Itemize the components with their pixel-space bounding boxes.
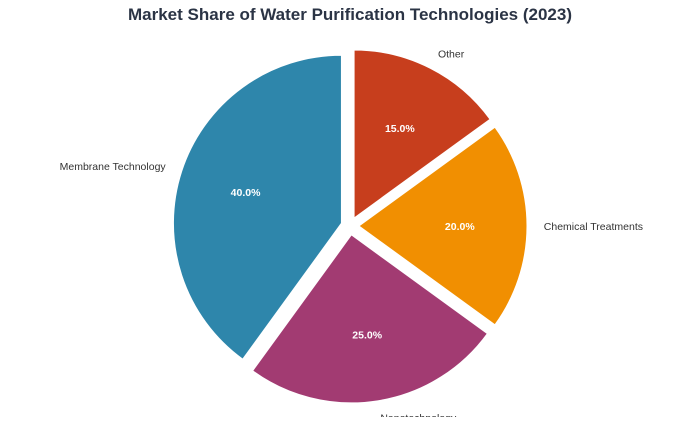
slice-percent-label: 25.0% xyxy=(352,329,382,341)
slice-percent-label: 15.0% xyxy=(385,123,415,135)
pie-slice-membrane-technology xyxy=(172,54,342,360)
chart-title: Market Share of Water Purification Techn… xyxy=(128,5,572,24)
slice-category-label: Membrane Technology xyxy=(60,161,167,173)
slice-category-label: Chemical Treatments xyxy=(544,221,643,233)
pie-slice-other xyxy=(353,49,491,219)
pie-slice-chemical-treatments xyxy=(358,126,528,326)
slice-percent-label: 40.0% xyxy=(231,187,261,199)
slice-category-label: Other xyxy=(438,48,465,60)
slice-category-label: Nanotechnology xyxy=(380,412,457,417)
slice-percent-label: 20.0% xyxy=(445,221,475,233)
pie-slice-nanotechnology xyxy=(251,234,489,404)
